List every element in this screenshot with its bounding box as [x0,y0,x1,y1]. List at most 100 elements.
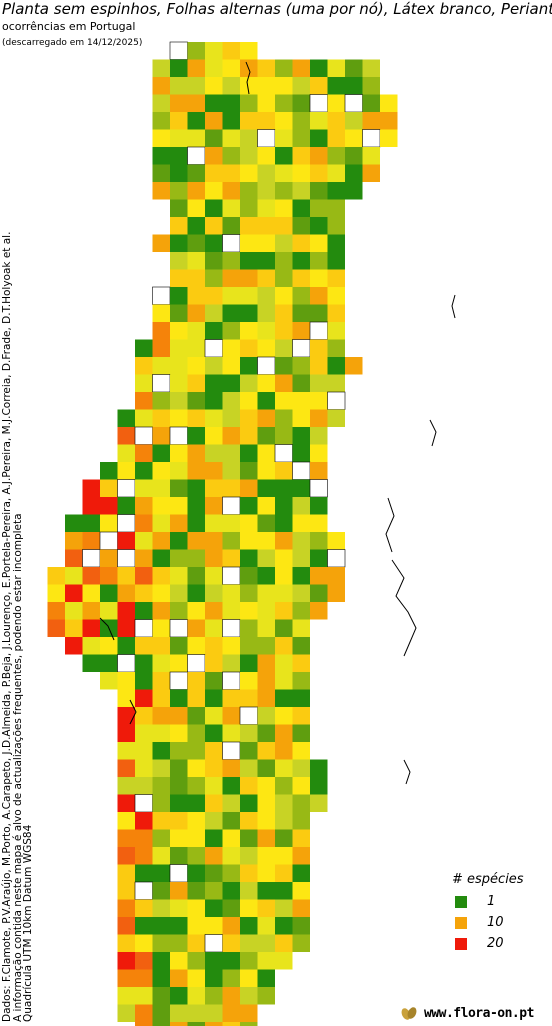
grid-cell [135,602,153,620]
grid-cell [152,1004,170,1022]
grid-cell [65,514,83,532]
grid-cell [362,59,380,77]
grid-cell [82,479,100,497]
grid-cell [152,584,170,602]
grid-cell [152,427,170,445]
grid-cell [240,829,258,847]
grid-cell [152,742,170,760]
grid-cell [152,864,170,882]
grid-cell [187,602,205,620]
grid-cell [117,899,135,917]
grid-cell [275,654,293,672]
grid-cell [275,829,293,847]
grid-cell [187,829,205,847]
grid-cell [345,112,363,130]
grid-cell [275,812,293,830]
grid-cell [240,339,258,357]
grid-cell [257,374,275,392]
grid-cell [362,94,380,112]
grid-cell [205,952,223,970]
grid-cell [292,812,310,830]
grid-cell [135,952,153,970]
grid-cell [205,724,223,742]
credits-block: Dados: F.Clamote, P.V.Araújo, M.Porto, A… [1,232,34,1022]
grid-cell [65,567,83,585]
grid-cell [65,619,83,637]
grid-cell [170,462,188,480]
grid-cell [327,217,345,235]
grid-cell [135,759,153,777]
grid-cell [240,462,258,480]
grid-cell [310,199,328,217]
grid-cell [222,602,240,620]
grid-cell [187,969,205,987]
grid-cell [240,637,258,655]
grid-cell [257,234,275,252]
grid-cell [310,234,328,252]
grid-cell [257,322,275,340]
grid-cell [170,409,188,427]
grid-cell [292,461,311,480]
grid-cell [222,864,240,882]
grid-cell [240,584,258,602]
grid-cell [257,112,275,130]
grid-cell [135,689,153,707]
grid-cell [134,619,153,638]
grid-cell [292,234,310,252]
grid-cell [135,339,153,357]
grid-cell [205,549,223,567]
grid-cell [117,707,135,725]
grid-cell [222,496,241,515]
grid-cell [327,374,345,392]
grid-cell [257,689,275,707]
grid-cell [362,77,380,95]
grid-cell [170,252,188,270]
grid-cell [327,532,345,550]
grid-cell [257,549,275,567]
grid-cell [205,707,223,725]
grid-cell [327,287,345,305]
grid-cell [222,566,241,585]
grid-cell [187,794,205,812]
grid-cell [275,707,293,725]
grid-cell [170,899,188,917]
grid-cell [222,724,240,742]
grid-cell [170,479,188,497]
grid-cell [275,882,293,900]
grid-cell [187,847,205,865]
grid-cell [345,129,363,147]
grid-cell [292,707,310,725]
grid-cell [100,567,118,585]
grid-cell [292,637,310,655]
grid-cell [205,182,223,200]
grid-cell [100,549,118,567]
grid-cell [275,777,293,795]
grid-cell [240,672,258,690]
grid-cell [152,514,170,532]
grid-cell [222,934,240,952]
grid-cell [117,864,135,882]
grid-cell [187,392,205,410]
grid-cell [170,584,188,602]
grid-cell [275,182,293,200]
grid-cell [135,567,153,585]
grid-cell [205,567,223,585]
grid-cell [222,549,240,567]
site-link[interactable]: www.flora-on.pt [424,1005,534,1021]
grid-cell [187,339,205,357]
grid-cell [187,812,205,830]
grid-cell [152,619,170,637]
grid-cell [152,112,170,130]
grid-cell [292,164,310,182]
grid-cell [345,357,363,375]
grid-cell [345,77,363,95]
grid-cell [240,479,258,497]
grid-cell [222,339,240,357]
footer-brand[interactable]: www.flora-on.pt [400,1004,534,1022]
grid-cell [222,269,240,287]
grid-cell [240,1022,258,1026]
grid-cell [240,357,258,375]
grid-cell [82,549,101,568]
grid-cell [187,77,205,95]
grid-cell [327,322,345,340]
